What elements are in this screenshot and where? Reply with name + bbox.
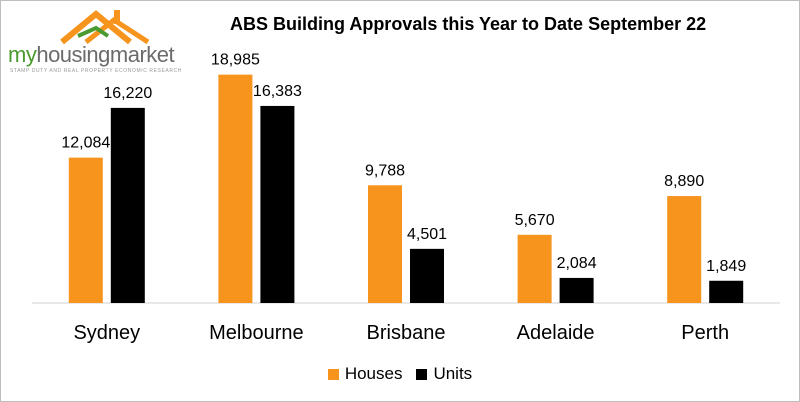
bar-units-brisbane bbox=[410, 248, 444, 303]
bar-units-sydney bbox=[110, 107, 145, 303]
data-label-units-adelaide: 2,084 bbox=[557, 255, 597, 272]
legend-swatch-houses bbox=[327, 368, 339, 380]
bar-houses-adelaide bbox=[517, 234, 552, 303]
legend-label-units: Units bbox=[433, 364, 473, 383]
data-label-houses-melbourne: 18,985 bbox=[211, 52, 260, 69]
legend-label-houses: Houses bbox=[344, 364, 403, 383]
house-roof-icon bbox=[60, 10, 150, 45]
bar-units-adelaide bbox=[559, 277, 594, 303]
data-label-houses-perth: 8,890 bbox=[664, 173, 704, 190]
logo-text-market: market bbox=[109, 42, 175, 67]
logo-text-my: my bbox=[8, 42, 37, 67]
data-label-houses-brisbane: 9,788 bbox=[365, 162, 405, 179]
data-label-houses-adelaide: 5,670 bbox=[515, 212, 555, 229]
bar-houses-sydney bbox=[68, 157, 103, 303]
x-tick-label-perth: Perth bbox=[681, 322, 729, 344]
x-tick-label-sydney: Sydney bbox=[73, 322, 140, 344]
bar-houses-brisbane bbox=[368, 185, 402, 303]
x-tick-label-melbourne: Melbourne bbox=[209, 322, 304, 344]
myhousingmarket-logo: myhousingmarket STAMP DUTY AND REAL PROP… bbox=[8, 6, 181, 76]
logo-text-housing: housing bbox=[36, 42, 110, 67]
logo-wordmark: myhousingmarket bbox=[8, 42, 175, 68]
data-label-units-brisbane: 4,501 bbox=[407, 226, 447, 243]
chart-title: ABS Building Approvals this Year to Date… bbox=[230, 14, 707, 34]
bar-units-perth bbox=[709, 280, 744, 303]
legend-item-units: Units bbox=[416, 364, 472, 384]
data-label-units-perth: 1,849 bbox=[706, 258, 746, 275]
legend-swatch-units bbox=[416, 368, 428, 380]
legend-item-houses: Houses bbox=[327, 364, 403, 384]
chart-legend: Houses Units bbox=[0, 364, 800, 384]
bar-houses-perth bbox=[667, 196, 702, 303]
logo-tagline: STAMP DUTY AND REAL PROPERTY ECONOMIC RE… bbox=[10, 68, 182, 74]
data-label-houses-sydney: 12,084 bbox=[61, 135, 110, 152]
bar-houses-melbourne bbox=[218, 74, 253, 303]
data-label-units-melbourne: 16,383 bbox=[253, 83, 302, 100]
bar-units-melbourne bbox=[260, 105, 295, 303]
x-tick-label-adelaide: Adelaide bbox=[517, 322, 595, 344]
x-tick-label-brisbane: Brisbane bbox=[367, 322, 446, 344]
data-label-units-sydney: 16,220 bbox=[103, 85, 152, 102]
